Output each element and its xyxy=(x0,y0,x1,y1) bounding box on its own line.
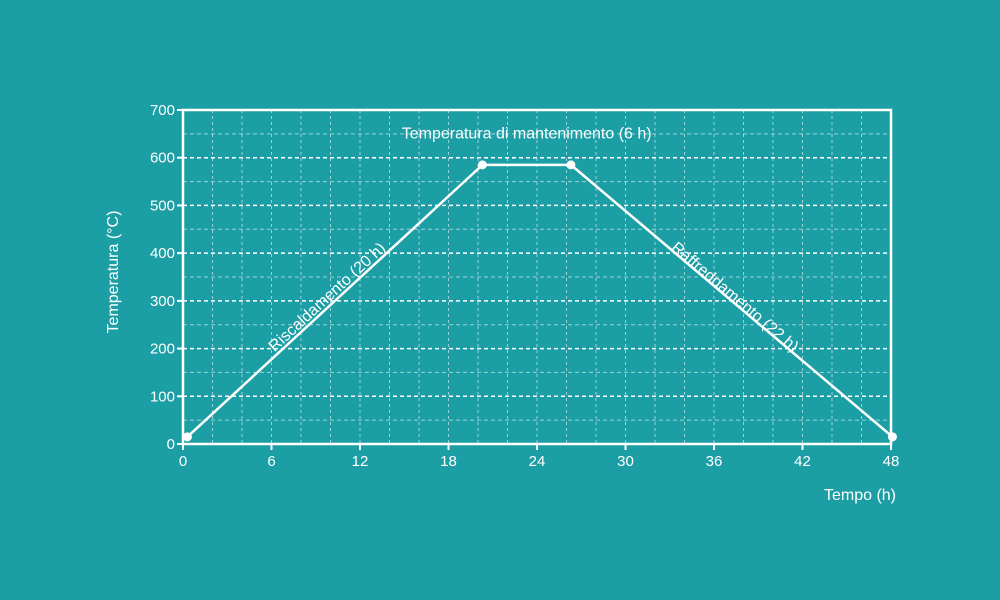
x-tick-label: 24 xyxy=(529,453,546,470)
y-tick-label: 300 xyxy=(150,293,175,310)
x-ticks: 0 6 12 18 24 30 36 42 48 xyxy=(179,444,900,470)
data-point xyxy=(477,160,487,170)
y-ticks: 0 100 200 300 400 500 600 700 xyxy=(150,102,183,453)
data-points xyxy=(182,160,897,442)
x-axis-label: Tempo (h) xyxy=(824,487,896,504)
data-point xyxy=(887,432,897,442)
data-point xyxy=(566,160,576,170)
y-tick-label: 100 xyxy=(150,388,175,405)
annotation-heating: Riscaldamento (20 h) xyxy=(266,240,389,356)
annotations: Riscaldamento (20 h) Temperatura di mante… xyxy=(266,126,802,356)
x-tick-label: 30 xyxy=(617,453,634,470)
y-tick-label: 0 xyxy=(167,436,175,453)
x-tick-label: 36 xyxy=(706,453,723,470)
x-tick-label: 6 xyxy=(267,453,275,470)
y-tick-label: 700 xyxy=(150,102,175,119)
y-tick-label: 600 xyxy=(150,150,175,167)
x-tick-label: 0 xyxy=(179,453,187,470)
y-tick-label: 500 xyxy=(150,197,175,214)
y-tick-label: 400 xyxy=(150,245,175,262)
y-axis-label: Temperatura (°C) xyxy=(105,211,122,334)
grid xyxy=(183,110,891,444)
x-tick-label: 18 xyxy=(440,453,457,470)
x-tick-label: 48 xyxy=(883,453,900,470)
x-tick-label: 12 xyxy=(352,453,369,470)
data-point xyxy=(182,432,192,442)
x-tick-label: 42 xyxy=(794,453,811,470)
annotation-cooling: Raffreddamento (22 h) xyxy=(668,239,802,356)
y-tick-label: 200 xyxy=(150,341,175,358)
annotation-holding: Temperatura di mantenimento (6 h) xyxy=(402,126,652,143)
series-line xyxy=(186,163,894,438)
